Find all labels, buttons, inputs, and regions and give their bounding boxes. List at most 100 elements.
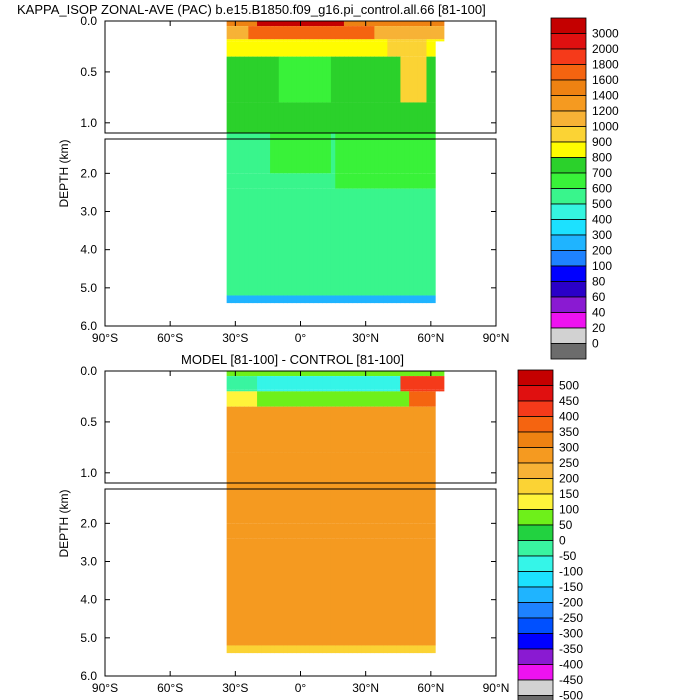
x-tick-label: 0° — [295, 331, 307, 345]
field-cell — [304, 173, 310, 189]
x-tick-label: 90°S — [92, 681, 118, 695]
field-cell — [296, 188, 301, 296]
field-cell — [239, 173, 245, 189]
field-cell — [370, 26, 375, 40]
field-cell — [322, 41, 328, 57]
field-cell — [330, 452, 336, 483]
field-cell — [383, 102, 388, 133]
field-cell — [361, 389, 367, 392]
field-cell — [335, 39, 341, 42]
field-cell — [356, 295, 362, 304]
field-cell — [383, 133, 388, 174]
field-cell — [339, 483, 345, 524]
field-cell — [261, 133, 267, 174]
field-cell — [244, 56, 249, 103]
field-cell — [370, 102, 375, 133]
field-cell — [356, 538, 362, 646]
field-cell — [317, 102, 323, 133]
field-cell — [300, 645, 306, 654]
field-cell — [287, 406, 293, 453]
field-cell — [274, 41, 280, 57]
field-cell — [248, 295, 254, 304]
field-cell — [326, 295, 332, 304]
field-cell — [235, 371, 241, 377]
field-cell — [239, 371, 245, 377]
field-cell — [413, 133, 419, 174]
field-cell — [278, 39, 284, 42]
field-cell — [352, 56, 358, 103]
x-tick-label: 30°S — [222, 681, 248, 695]
field-cell — [335, 538, 341, 646]
field-cell — [313, 389, 319, 392]
colorbar-label: 100 — [559, 503, 579, 517]
colorbar-label: -100 — [559, 565, 583, 579]
field-cell — [413, 371, 419, 377]
field-cell — [352, 406, 358, 453]
field-cell — [230, 21, 236, 27]
field-cell — [378, 523, 384, 539]
field-cell — [300, 188, 306, 296]
field-cell — [278, 645, 284, 654]
field-cell — [361, 21, 367, 27]
field-cell — [248, 56, 254, 103]
field-cell — [235, 538, 241, 646]
field-cell — [430, 371, 436, 377]
field-cell — [417, 56, 423, 103]
field-cell — [300, 26, 306, 40]
field-cell — [422, 133, 427, 174]
field-cell — [330, 645, 336, 654]
field-cell — [387, 391, 393, 407]
field-cell — [387, 645, 393, 654]
field-cell — [365, 295, 371, 304]
field-cell — [274, 406, 280, 453]
field-cell — [370, 406, 375, 453]
colorbar: 500450400350300250200150100500-50-100-15… — [517, 369, 583, 700]
field-cell — [356, 389, 362, 392]
field-cell — [387, 173, 393, 189]
field-cell — [400, 39, 406, 42]
field-cell — [335, 523, 341, 539]
field-cell — [365, 523, 371, 539]
colorbar-label: 300 — [559, 441, 579, 455]
field-cell — [270, 645, 275, 654]
field-cell — [274, 389, 280, 392]
field-cell — [365, 26, 371, 40]
field-cell — [365, 56, 371, 103]
field-cell — [378, 483, 384, 524]
colorbar-box — [550, 343, 587, 360]
field-cell — [304, 376, 310, 390]
field-cell — [430, 523, 436, 539]
field-cell — [274, 523, 280, 539]
field-cell — [387, 188, 393, 296]
field-cell — [435, 371, 441, 377]
field-cell — [270, 188, 275, 296]
field-cell — [383, 391, 388, 407]
field-cell — [335, 173, 341, 189]
field-cell — [326, 39, 332, 42]
field-cell — [274, 538, 280, 646]
field-cell — [304, 391, 310, 407]
y-tick-label: 4.0 — [80, 593, 97, 607]
field-cell — [361, 376, 367, 390]
field-cell — [304, 389, 310, 392]
field-cell — [396, 133, 401, 174]
field-cell — [374, 39, 380, 42]
field-cell — [374, 41, 380, 57]
field-cell — [326, 188, 332, 296]
field-cell — [252, 56, 258, 103]
colorbar-box — [550, 203, 587, 220]
field-cell — [370, 21, 375, 27]
field-cell — [244, 376, 249, 390]
field-cell — [356, 371, 362, 377]
field-cell — [391, 21, 397, 27]
field-cell — [356, 523, 362, 539]
field-cell — [378, 21, 384, 27]
field-cell — [265, 56, 271, 103]
field-cell — [287, 376, 293, 390]
field-cell — [409, 26, 414, 40]
field-cell — [322, 645, 328, 654]
field-cell — [274, 39, 280, 42]
field-cell — [248, 188, 254, 296]
field-cell — [352, 538, 358, 646]
field-cell — [361, 56, 367, 103]
